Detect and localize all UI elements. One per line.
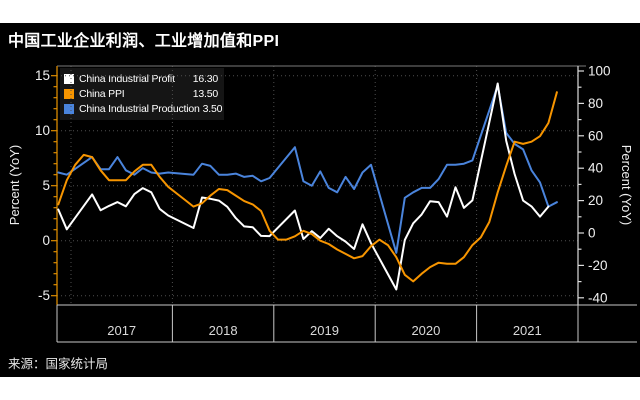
right-axis-tick-label: 40 <box>588 161 603 176</box>
right-axis-tick-label: -20 <box>588 258 608 273</box>
line-china-industrial-profit <box>57 82 550 291</box>
right-axis-ticks <box>578 70 584 299</box>
left-axis-ticks <box>51 75 57 297</box>
right-axis-tick-label: -40 <box>588 290 608 305</box>
year-label: 2018 <box>209 323 238 338</box>
year-label: 2021 <box>513 323 542 338</box>
right-axis-tick-label: 20 <box>588 193 603 208</box>
left-axis-tick-label: 10 <box>35 123 50 138</box>
chart-legend: China Industrial Profit 16.30 China PPI 13.… <box>60 68 224 120</box>
legend-swatch-china-industrial-profit-icon <box>64 73 74 84</box>
left-axis-tick-label: 0 <box>42 233 50 248</box>
legend-label: China Industrial Profit <box>79 72 175 85</box>
year-label: 2019 <box>310 323 339 338</box>
legend-swatch-china-ppi-icon <box>64 88 74 99</box>
right-axis-tick-label: 0 <box>588 226 596 241</box>
series-lines <box>57 82 558 291</box>
gridlines <box>57 66 578 305</box>
chart-title: 中国工业企业利润、工业增加值和PPI <box>8 33 280 50</box>
left-axis-tick-label: -5 <box>38 288 50 303</box>
year-label: 2017 <box>107 323 136 338</box>
chart-panel: 中国工业企业利润、工业增加值和PPI China Industrial Prof… <box>0 23 640 377</box>
legend-label: China PPI <box>79 87 125 100</box>
line-china-industrial-production <box>57 84 558 254</box>
legend-label: China Industrial Production <box>79 102 200 115</box>
source-note: 来源：国家统计局 <box>8 357 109 371</box>
right-axis-title: Percent (YoY) <box>619 145 634 225</box>
left-axis-tick-label: 15 <box>35 68 50 83</box>
left-axis-tick-label: 5 <box>42 178 50 193</box>
legend-item-china-industrial-profit: China Industrial Profit 16.30 <box>64 71 218 86</box>
legend-item-china-industrial-production: China Industrial Production 3.50 <box>64 101 223 116</box>
line-china-ppi <box>57 91 558 283</box>
right-axis-tick-label: 80 <box>588 96 603 111</box>
year-label: 2020 <box>411 323 440 338</box>
legend-value: 16.30 <box>192 72 218 85</box>
legend-swatch-china-industrial-production-icon <box>64 103 74 114</box>
right-axis-tick-label: 60 <box>588 128 603 143</box>
right-axis-tick-label: 100 <box>588 64 611 79</box>
legend-value: 13.50 <box>192 87 218 100</box>
legend-item-china-ppi: China PPI 13.50 <box>64 86 218 101</box>
legend-value: 3.50 <box>202 102 223 115</box>
left-axis-title: Percent (YoY) <box>7 145 22 225</box>
